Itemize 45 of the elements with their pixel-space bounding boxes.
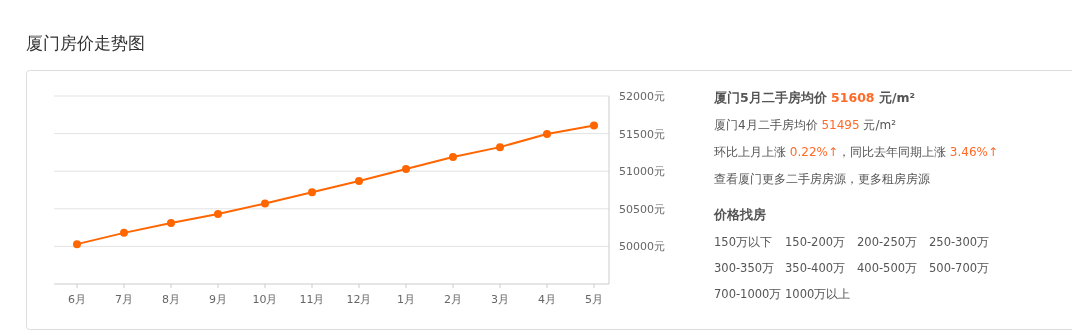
text: 价格找房 [713, 207, 766, 222]
text: 350-400万 [785, 261, 846, 275]
y-tick-label: 52000元 [619, 90, 665, 103]
point [73, 240, 81, 249]
y-tick-label: 51000元 [619, 165, 665, 179]
text: 200-250万 [857, 235, 918, 249]
point [167, 219, 175, 228]
x-tick-label: 5月 [585, 293, 603, 306]
text: 300-350万 [714, 261, 775, 275]
x-tick-label: 6月 [68, 293, 86, 306]
x-tick-label: 10月 [252, 293, 278, 306]
y-tick-label: 51500元 [619, 127, 665, 141]
x-tick-label: 4月 [538, 293, 556, 306]
text: 700-1000万 [714, 287, 782, 301]
point [449, 152, 457, 161]
chart-title: 厦门房价走势图 [26, 33, 145, 53]
text: 1000万以上 [785, 287, 851, 301]
point [355, 176, 363, 185]
point [543, 129, 551, 138]
x-tick-label: 1月 [397, 293, 415, 306]
point [261, 199, 269, 208]
x-tick-label: 11月 [299, 293, 325, 306]
text: 厦门4月二手房均价 51495 元/m² [714, 118, 897, 132]
x-tick-label: 2月 [444, 293, 462, 306]
x-tick-label: 9月 [209, 293, 227, 306]
y-tick-label: 50000元 [619, 240, 665, 254]
text: 400-500万 [857, 261, 918, 275]
text: 厦门5月二手房均价 51608 元/m² [713, 90, 915, 105]
x-tick-label: 3月 [491, 293, 509, 306]
text: 环比上月上涨 0.22%↑，同比去年同期上涨 3.46%↑ [714, 145, 999, 159]
point [120, 228, 128, 237]
x-tick-label: 7月 [115, 293, 133, 306]
text: 查看厦门更多二手房房源，更多租房房源 [714, 172, 930, 186]
text: 150-200万 [785, 235, 846, 249]
point [214, 210, 222, 219]
text: 500-700万 [929, 261, 990, 275]
text: 250-300万 [929, 235, 990, 249]
text: 150万以下 [714, 235, 772, 249]
point [496, 143, 504, 152]
y-tick-label: 50500元 [619, 202, 665, 216]
x-tick-label: 12月 [346, 293, 372, 306]
point [402, 164, 410, 173]
point [308, 188, 316, 197]
point [590, 121, 598, 130]
x-tick-label: 8月 [162, 293, 180, 306]
